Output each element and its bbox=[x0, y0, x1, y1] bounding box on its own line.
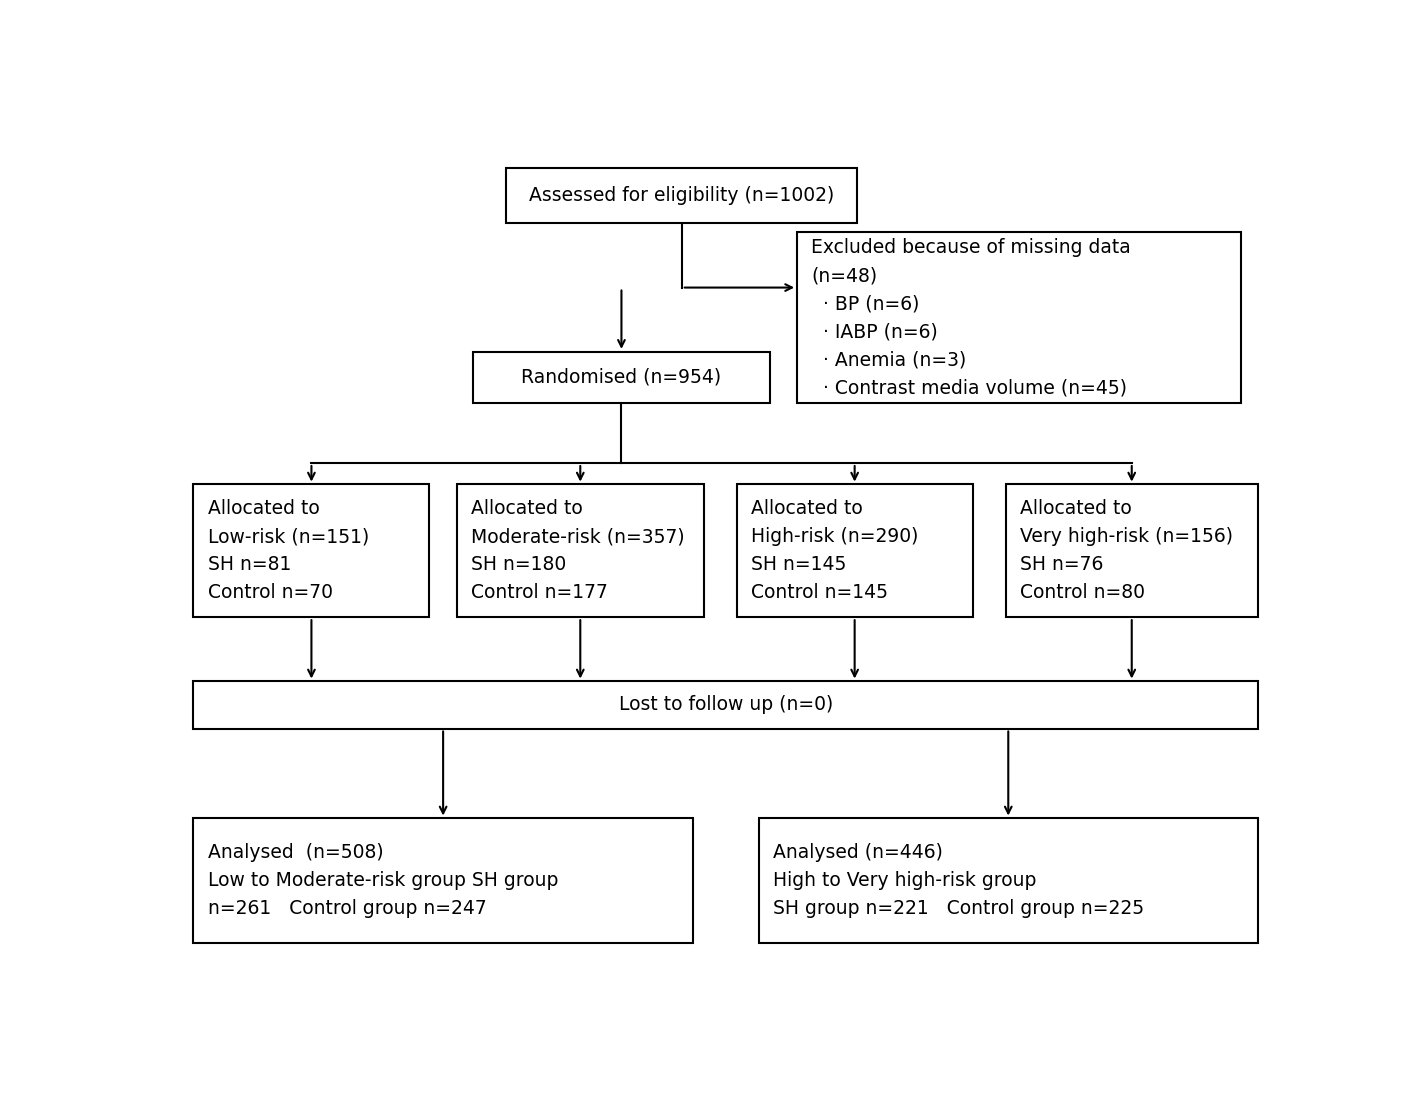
Text: Allocated to
High-risk (n=290)
SH n=145
Control n=145: Allocated to High-risk (n=290) SH n=145 … bbox=[750, 499, 919, 603]
FancyBboxPatch shape bbox=[736, 485, 973, 617]
FancyBboxPatch shape bbox=[797, 232, 1242, 404]
FancyBboxPatch shape bbox=[194, 485, 429, 617]
Text: Analysed  (n=508)
Low to Moderate-risk group SH group
n=261   Control group n=24: Analysed (n=508) Low to Moderate-risk gr… bbox=[208, 843, 558, 919]
FancyBboxPatch shape bbox=[759, 818, 1257, 943]
Text: Analysed (n=446)
High to Very high-risk group
SH group n=221   Control group n=2: Analysed (n=446) High to Very high-risk … bbox=[773, 843, 1144, 919]
Text: Allocated to
Moderate-risk (n=357)
SH n=180
Control n=177: Allocated to Moderate-risk (n=357) SH n=… bbox=[472, 499, 685, 603]
FancyBboxPatch shape bbox=[194, 682, 1257, 728]
Text: Excluded because of missing data
(n=48)
  · BP (n=6)
  · IABP (n=6)
  · Anemia (: Excluded because of missing data (n=48) … bbox=[811, 238, 1131, 397]
FancyBboxPatch shape bbox=[457, 485, 704, 617]
Text: Lost to follow up (n=0): Lost to follow up (n=0) bbox=[619, 695, 833, 715]
Text: Allocated to
Low-risk (n=151)
SH n=81
Control n=70: Allocated to Low-risk (n=151) SH n=81 Co… bbox=[208, 499, 370, 603]
Text: Assessed for eligibility (n=1002): Assessed for eligibility (n=1002) bbox=[530, 186, 834, 205]
Text: Allocated to
Very high-risk (n=156)
SH n=76
Control n=80: Allocated to Very high-risk (n=156) SH n… bbox=[1020, 499, 1233, 603]
Text: Randomised (n=954): Randomised (n=954) bbox=[521, 368, 722, 387]
FancyBboxPatch shape bbox=[507, 168, 858, 224]
FancyBboxPatch shape bbox=[473, 351, 770, 404]
FancyBboxPatch shape bbox=[194, 818, 692, 943]
FancyBboxPatch shape bbox=[1005, 485, 1257, 617]
